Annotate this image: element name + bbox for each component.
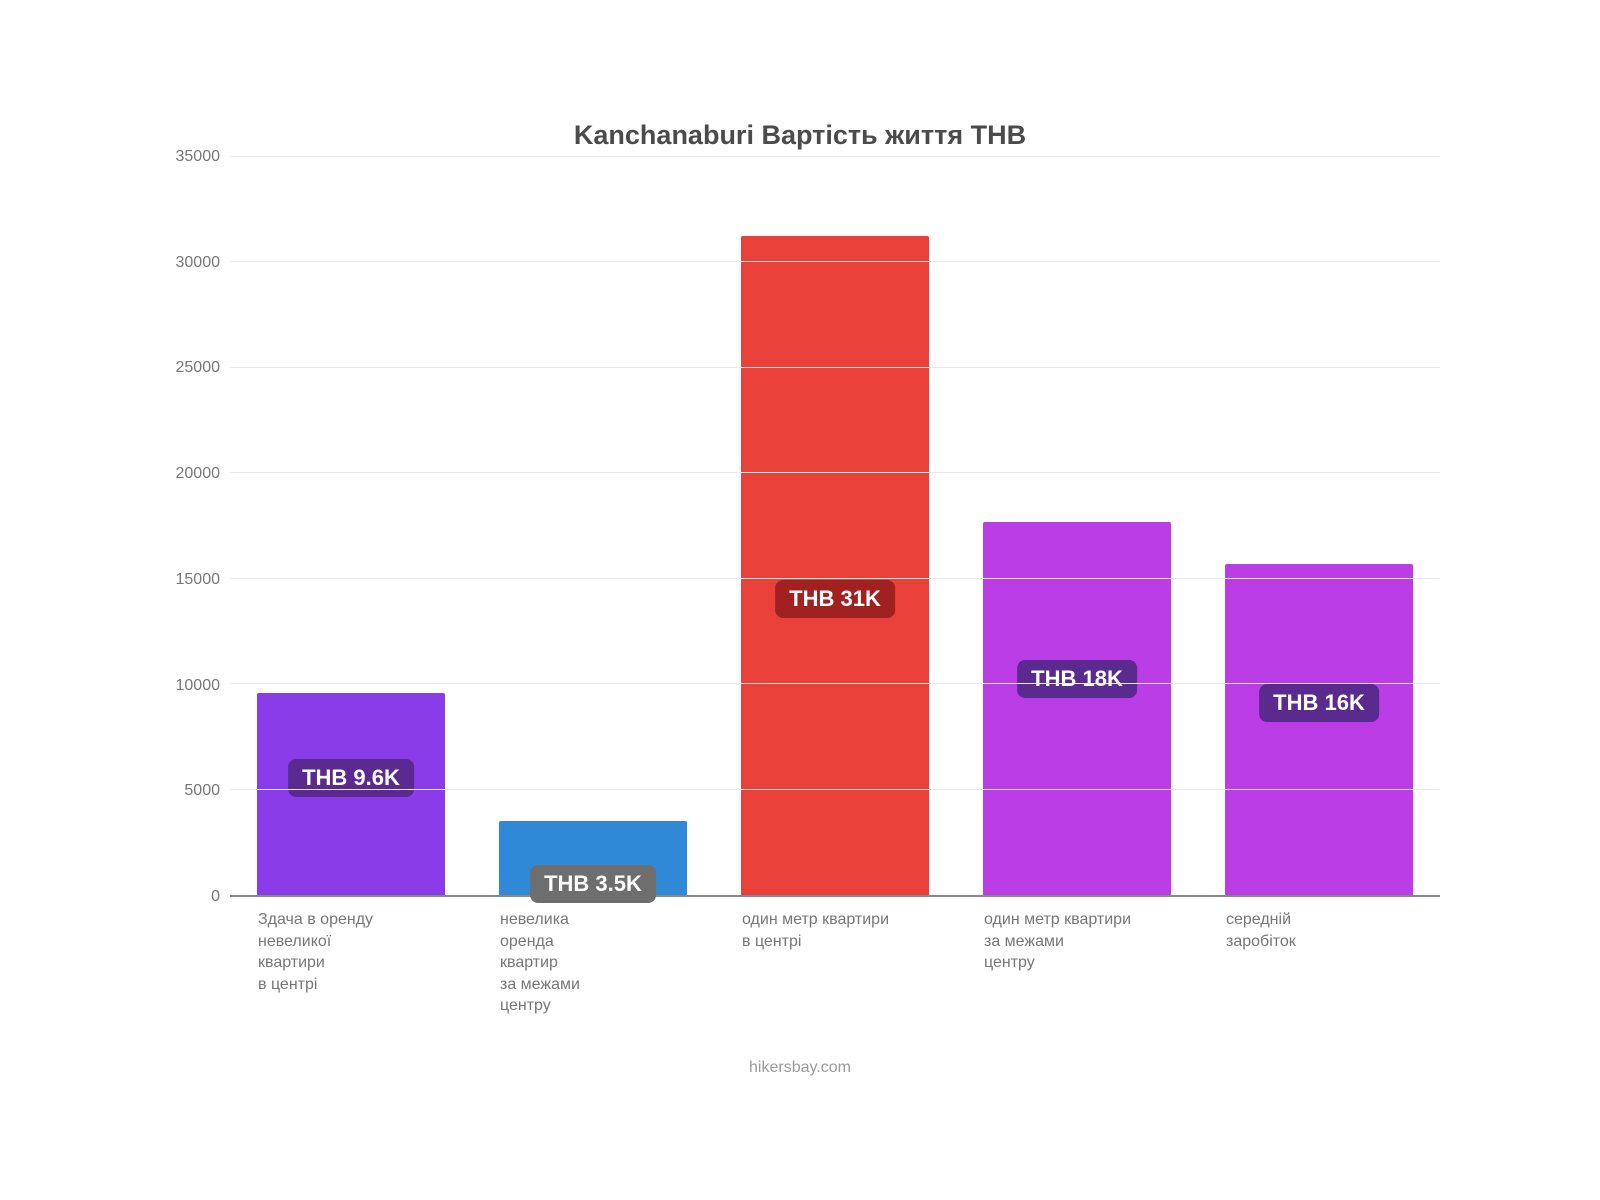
- x-tick-slot: середнійзаробіток: [1198, 897, 1440, 1017]
- bar-value-badge: THB 16K: [1259, 684, 1379, 722]
- bar-value-badge: THB 18K: [1017, 660, 1137, 698]
- x-tick-slot: один метр квартириза межамицентру: [956, 897, 1198, 1017]
- chart-title: Kanchanaburi Вартість життя THB: [160, 120, 1440, 151]
- plot-row: 05000100001500020000250003000035000 THB …: [160, 157, 1440, 897]
- x-axis: Здача в орендуневеликоїквартирив центрі н…: [230, 897, 1440, 1017]
- bar-slot: THB 18K: [956, 157, 1198, 895]
- bar-slot: THB 3.5K: [472, 157, 714, 895]
- gridline: [230, 261, 1440, 262]
- y-axis: 05000100001500020000250003000035000: [160, 157, 230, 897]
- x-tick-label: один метр квартириза межамицентру: [984, 909, 1131, 1017]
- bar: THB 3.5K: [499, 821, 688, 895]
- x-tick-label: Здача в орендуневеликоїквартирив центрі: [258, 909, 373, 1017]
- x-tick-label: один метр квартирив центрі: [742, 909, 889, 1017]
- y-tick-label: 35000: [176, 148, 221, 166]
- bar-slot: THB 9.6K: [230, 157, 472, 895]
- x-tick-slot: один метр квартирив центрі: [714, 897, 956, 1017]
- gridline: [230, 367, 1440, 368]
- gridline: [230, 156, 1440, 157]
- y-tick-label: 5000: [184, 782, 220, 800]
- x-tick-slot: Здача в орендуневеликоїквартирив центрі: [230, 897, 472, 1017]
- y-tick-label: 20000: [176, 465, 221, 483]
- x-tick-slot: невеликаорендаквартирза межамицентру: [472, 897, 714, 1017]
- attribution: hikersbay.com: [160, 1059, 1440, 1077]
- bar: THB 31K: [741, 236, 930, 895]
- gridline: [230, 472, 1440, 473]
- gridline: [230, 789, 1440, 790]
- bar-slot: THB 16K: [1198, 157, 1440, 895]
- bar: THB 16K: [1225, 564, 1414, 895]
- chart-container: Kanchanaburi Вартість життя THB 0 5000 100…: [160, 120, 1440, 1080]
- bar-value-badge: THB 31K: [775, 580, 895, 618]
- y-tick-label: 15000: [176, 571, 221, 589]
- bar: THB 9.6K: [257, 693, 446, 895]
- y-tick-label: 0: [211, 888, 220, 906]
- plot-area: THB 9.6K THB 3.5K THB 31K THB 18K THB 16K: [230, 157, 1440, 897]
- bar-value-badge: THB 3.5K: [530, 865, 656, 903]
- y-tick-label: 30000: [176, 254, 221, 272]
- y-tick-label: 25000: [176, 359, 221, 377]
- gridline: [230, 683, 1440, 684]
- y-tick-label: 10000: [176, 677, 221, 695]
- bars-layer: THB 9.6K THB 3.5K THB 31K THB 18K THB 16K: [230, 157, 1440, 895]
- x-tick-label: середнійзаробіток: [1226, 909, 1296, 1017]
- bar-value-badge: THB 9.6K: [288, 759, 414, 797]
- gridline: [230, 578, 1440, 579]
- bar-slot: THB 31K: [714, 157, 956, 895]
- x-tick-label: невеликаорендаквартирза межамицентру: [500, 909, 580, 1017]
